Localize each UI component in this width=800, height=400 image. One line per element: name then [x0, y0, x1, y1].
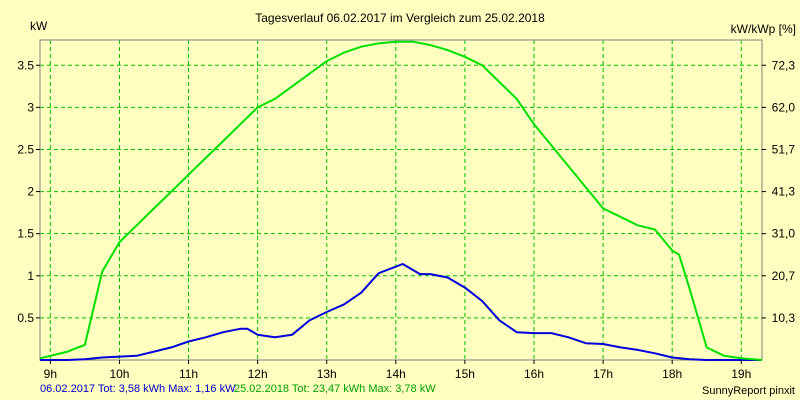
y-tick-label-left-4: 2.5 [17, 142, 34, 156]
y-tick-label-left-2: 1.5 [17, 227, 34, 241]
grid [40, 40, 762, 360]
series-line-1 [40, 263, 762, 361]
footer-series1: 06.02.2017 Tot: 3,58 kWh Max: 1,16 kW [40, 383, 236, 395]
y-tick-label-right-2: 31,0 [772, 227, 796, 241]
x-tick-label-6: 15h [455, 367, 475, 381]
x-tick-label-0: 9h [44, 367, 57, 381]
x-tick-label-9: 18h [662, 367, 682, 381]
plot-frame [39, 39, 763, 361]
y-tick-label-right-6: 72,3 [772, 58, 796, 72]
x-ticks: 9h 10h 11h 12h 13h 14h 15h 16h 17h 18h 19h [44, 360, 751, 381]
x-tick-label-1: 10h [109, 367, 129, 381]
y-tick-label-left-6: 3.5 [17, 58, 34, 72]
x-tick-label-2: 11h [179, 367, 198, 381]
footer-credit: SunnyReport pinxit [702, 385, 795, 397]
y-tick-label-left-5: 3 [27, 100, 34, 114]
y-ticks-right: 10,3 20,7 31,0 41,3 51,7 62,0 72,3 [762, 58, 795, 325]
y-tick-label-right-1: 20,7 [772, 269, 796, 283]
y-tick-label-right-3: 41,3 [772, 185, 796, 199]
x-tick-label-4: 13h [317, 367, 337, 381]
x-tick-label-3: 12h [248, 367, 268, 381]
y-tick-label-left-3: 2 [27, 185, 34, 199]
plot-border [39, 39, 763, 361]
x-tick-label-7: 16h [524, 367, 544, 381]
series-line-2 [39, 40, 763, 361]
footer-series2: 25.02.2018 Tot: 23,47 kWh Max: 3,78 kW [234, 383, 436, 395]
y-axis-label-right: kW/kWp [%] [731, 22, 796, 36]
chart-title: Tagesverlauf 06.02.2017 im Vergleich zum… [255, 11, 545, 25]
y-tick-label-right-5: 62,0 [772, 100, 796, 114]
y-tick-label-left-1: 1 [27, 269, 34, 283]
y-axis-label-left: kW [30, 19, 48, 33]
x-tick-label-8: 17h [593, 367, 613, 381]
x-tick-label-10: 19h [731, 367, 751, 381]
y-tick-label-left-0: 0.5 [17, 311, 34, 325]
y-tick-label-right-0: 10,3 [772, 311, 796, 325]
x-tick-label-5: 14h [386, 367, 406, 381]
series-layer [39, 40, 763, 361]
y-ticks-left: 0.5 1 1.5 2 2.5 3 3.5 [17, 58, 40, 325]
y-tick-label-right-4: 51,7 [772, 142, 796, 156]
